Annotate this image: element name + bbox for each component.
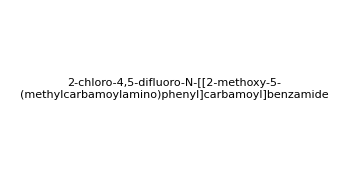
Text: 2-chloro-4,5-difluoro-N-[[2-methoxy-5-
(methylcarbamoylamino)phenyl]carbamoyl]be: 2-chloro-4,5-difluoro-N-[[2-methoxy-5- (… — [20, 78, 329, 100]
